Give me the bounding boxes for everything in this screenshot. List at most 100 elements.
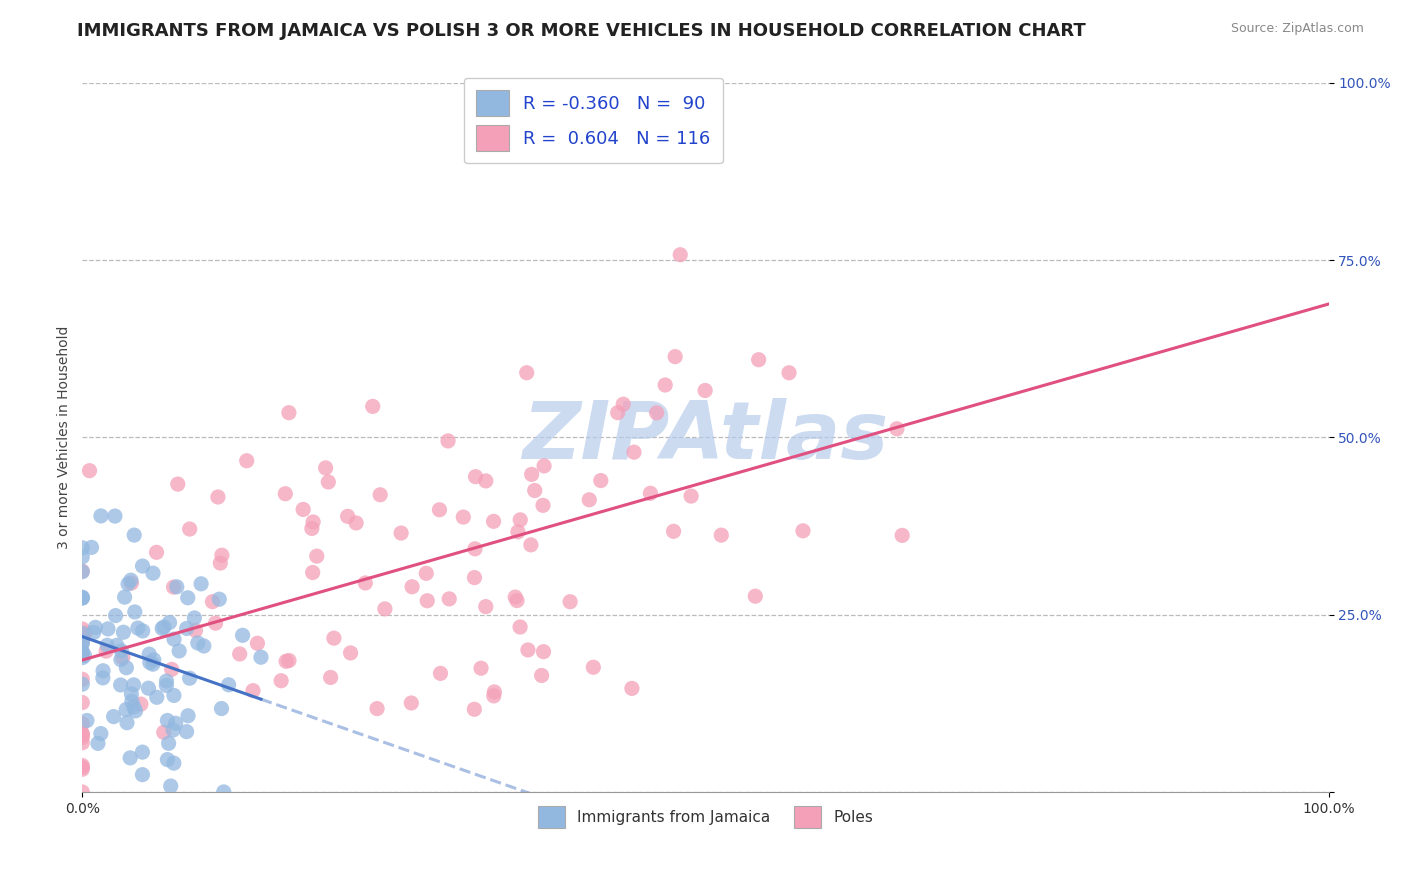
Point bbox=[681, 489, 703, 503]
Point bbox=[155, 678, 177, 692]
Point bbox=[156, 714, 179, 728]
Point bbox=[695, 384, 717, 398]
Point bbox=[193, 639, 215, 653]
Point bbox=[72, 622, 94, 636]
Point bbox=[72, 696, 94, 710]
Point bbox=[72, 541, 94, 555]
Point bbox=[278, 654, 301, 668]
Point bbox=[623, 445, 645, 459]
Point bbox=[533, 458, 555, 473]
Point bbox=[72, 762, 94, 776]
Point bbox=[80, 541, 103, 555]
Point bbox=[274, 487, 297, 501]
Point bbox=[72, 637, 94, 651]
Point bbox=[114, 590, 136, 604]
Point bbox=[886, 422, 908, 436]
Point bbox=[91, 671, 114, 685]
Point bbox=[73, 648, 96, 663]
Point bbox=[176, 724, 198, 739]
Point bbox=[645, 406, 668, 420]
Point bbox=[520, 538, 543, 552]
Point bbox=[209, 556, 232, 570]
Point bbox=[179, 671, 201, 685]
Point bbox=[163, 632, 186, 647]
Point bbox=[145, 545, 167, 559]
Point bbox=[523, 483, 546, 498]
Point bbox=[166, 580, 188, 594]
Point bbox=[103, 709, 125, 723]
Point bbox=[138, 681, 160, 696]
Point bbox=[744, 589, 766, 603]
Point bbox=[516, 643, 538, 657]
Point bbox=[115, 661, 138, 675]
Point bbox=[211, 701, 233, 715]
Point bbox=[159, 615, 181, 630]
Point bbox=[302, 515, 325, 529]
Point bbox=[640, 486, 662, 500]
Text: Source: ZipAtlas.com: Source: ZipAtlas.com bbox=[1230, 22, 1364, 36]
Point bbox=[416, 593, 439, 607]
Point bbox=[516, 366, 538, 380]
Point bbox=[120, 573, 142, 587]
Point bbox=[72, 565, 94, 579]
Point bbox=[463, 702, 485, 716]
Point bbox=[292, 502, 315, 516]
Point bbox=[115, 702, 138, 716]
Point bbox=[250, 650, 273, 665]
Point bbox=[389, 526, 412, 541]
Point bbox=[201, 595, 224, 609]
Point bbox=[120, 576, 142, 591]
Point bbox=[470, 661, 492, 675]
Point bbox=[131, 745, 153, 759]
Point bbox=[104, 608, 127, 623]
Point bbox=[72, 716, 94, 731]
Point bbox=[509, 513, 531, 527]
Point bbox=[463, 571, 485, 585]
Point bbox=[150, 621, 173, 635]
Point bbox=[165, 716, 187, 731]
Point bbox=[111, 650, 134, 665]
Point bbox=[94, 644, 117, 658]
Point bbox=[190, 577, 212, 591]
Text: IMMIGRANTS FROM JAMAICA VS POLISH 3 OR MORE VEHICLES IN HOUSEHOLD CORRELATION CH: IMMIGRANTS FROM JAMAICA VS POLISH 3 OR M… bbox=[77, 22, 1085, 40]
Point bbox=[72, 677, 94, 691]
Point bbox=[121, 694, 143, 708]
Point bbox=[96, 638, 118, 652]
Point bbox=[270, 673, 292, 688]
Point bbox=[112, 625, 135, 640]
Point bbox=[72, 726, 94, 740]
Point bbox=[87, 736, 110, 750]
Point bbox=[72, 758, 94, 772]
Point bbox=[115, 715, 138, 730]
Point bbox=[152, 725, 174, 739]
Point bbox=[509, 620, 531, 634]
Point bbox=[177, 591, 200, 605]
Point bbox=[366, 701, 388, 715]
Point bbox=[72, 626, 94, 640]
Point bbox=[156, 753, 179, 767]
Point bbox=[429, 666, 451, 681]
Point bbox=[482, 689, 505, 703]
Point bbox=[183, 611, 205, 625]
Point bbox=[72, 629, 94, 643]
Point bbox=[131, 624, 153, 638]
Point bbox=[482, 514, 505, 528]
Point bbox=[664, 350, 686, 364]
Point bbox=[142, 657, 165, 672]
Point bbox=[97, 622, 120, 636]
Point bbox=[104, 509, 127, 524]
Text: ZIPAtlas: ZIPAtlas bbox=[523, 399, 889, 476]
Point bbox=[274, 654, 297, 668]
Point bbox=[212, 785, 235, 799]
Point bbox=[654, 378, 676, 392]
Point bbox=[84, 620, 107, 634]
Point bbox=[120, 751, 142, 765]
Point bbox=[669, 248, 692, 262]
Point bbox=[72, 672, 94, 686]
Point bbox=[792, 524, 814, 538]
Point bbox=[475, 599, 498, 614]
Point bbox=[110, 653, 132, 667]
Point bbox=[142, 653, 165, 667]
Point bbox=[578, 492, 600, 507]
Point bbox=[208, 592, 231, 607]
